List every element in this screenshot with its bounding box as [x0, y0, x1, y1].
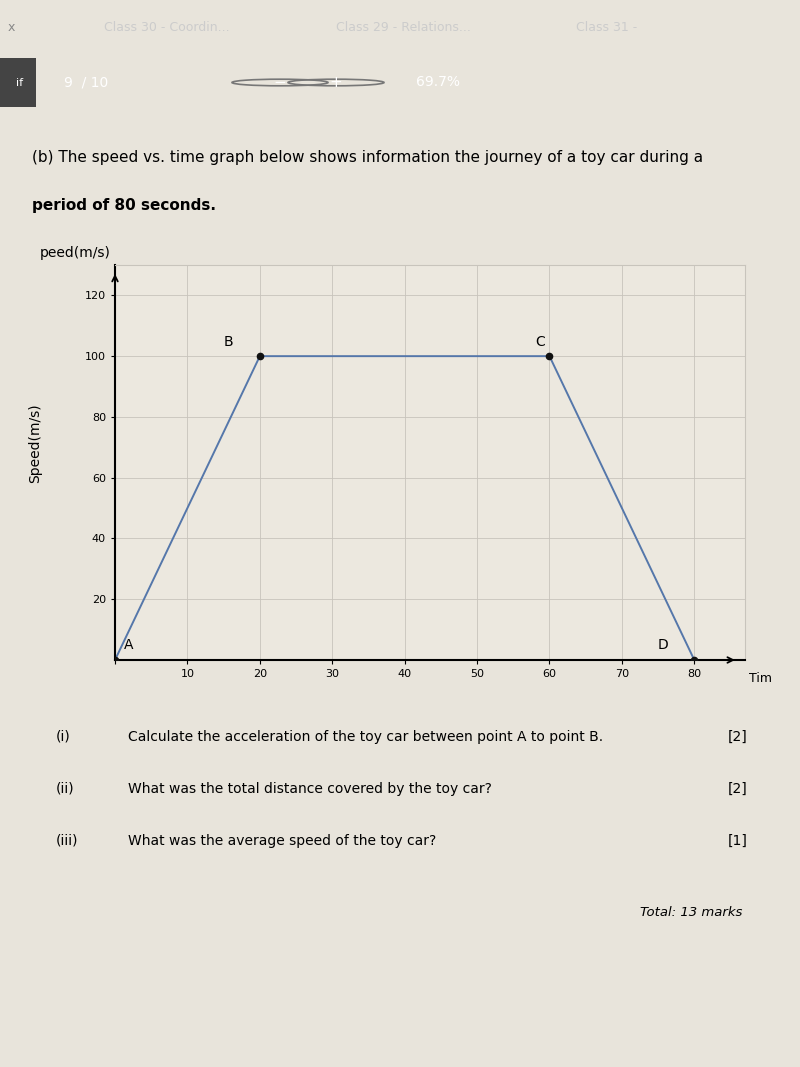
- Text: Calculate the acceleration of the toy car between point A to point B.: Calculate the acceleration of the toy ca…: [128, 730, 603, 744]
- Text: (iii): (iii): [56, 834, 78, 848]
- Text: 9  / 10: 9 / 10: [64, 76, 108, 90]
- Text: (i): (i): [56, 730, 70, 744]
- Text: What was the total distance covered by the toy car?: What was the total distance covered by t…: [128, 782, 492, 796]
- Bar: [0, 58, 36, 108]
- Text: peed(m/s): peed(m/s): [40, 245, 111, 259]
- Text: Total: 13 marks: Total: 13 marks: [640, 906, 742, 919]
- Text: D: D: [658, 638, 669, 652]
- Text: What was the average speed of the toy car?: What was the average speed of the toy ca…: [128, 834, 436, 848]
- Text: C: C: [535, 335, 545, 349]
- Text: (ii): (ii): [56, 782, 74, 796]
- Text: (b) The speed vs. time graph below shows information the journey of a toy car du: (b) The speed vs. time graph below shows…: [32, 150, 703, 165]
- Text: Speed(m/s): Speed(m/s): [28, 403, 42, 482]
- Text: x: x: [8, 21, 15, 34]
- Text: [1]: [1]: [728, 834, 748, 848]
- Text: Class 29 - Relations...: Class 29 - Relations...: [336, 21, 471, 34]
- Text: A: A: [124, 638, 133, 652]
- Text: +: +: [330, 75, 342, 90]
- Text: [2]: [2]: [728, 782, 748, 796]
- Text: Class 31 -: Class 31 -: [576, 21, 638, 34]
- Text: period of 80 seconds.: period of 80 seconds.: [32, 198, 216, 213]
- Text: if: if: [17, 78, 23, 87]
- Text: −: −: [274, 75, 286, 90]
- Text: 69.7%: 69.7%: [416, 76, 460, 90]
- Text: Tim: Tim: [749, 672, 772, 685]
- Text: Class 30 - Coordin...: Class 30 - Coordin...: [104, 21, 230, 34]
- Text: B: B: [224, 335, 234, 349]
- Text: [2]: [2]: [728, 730, 748, 744]
